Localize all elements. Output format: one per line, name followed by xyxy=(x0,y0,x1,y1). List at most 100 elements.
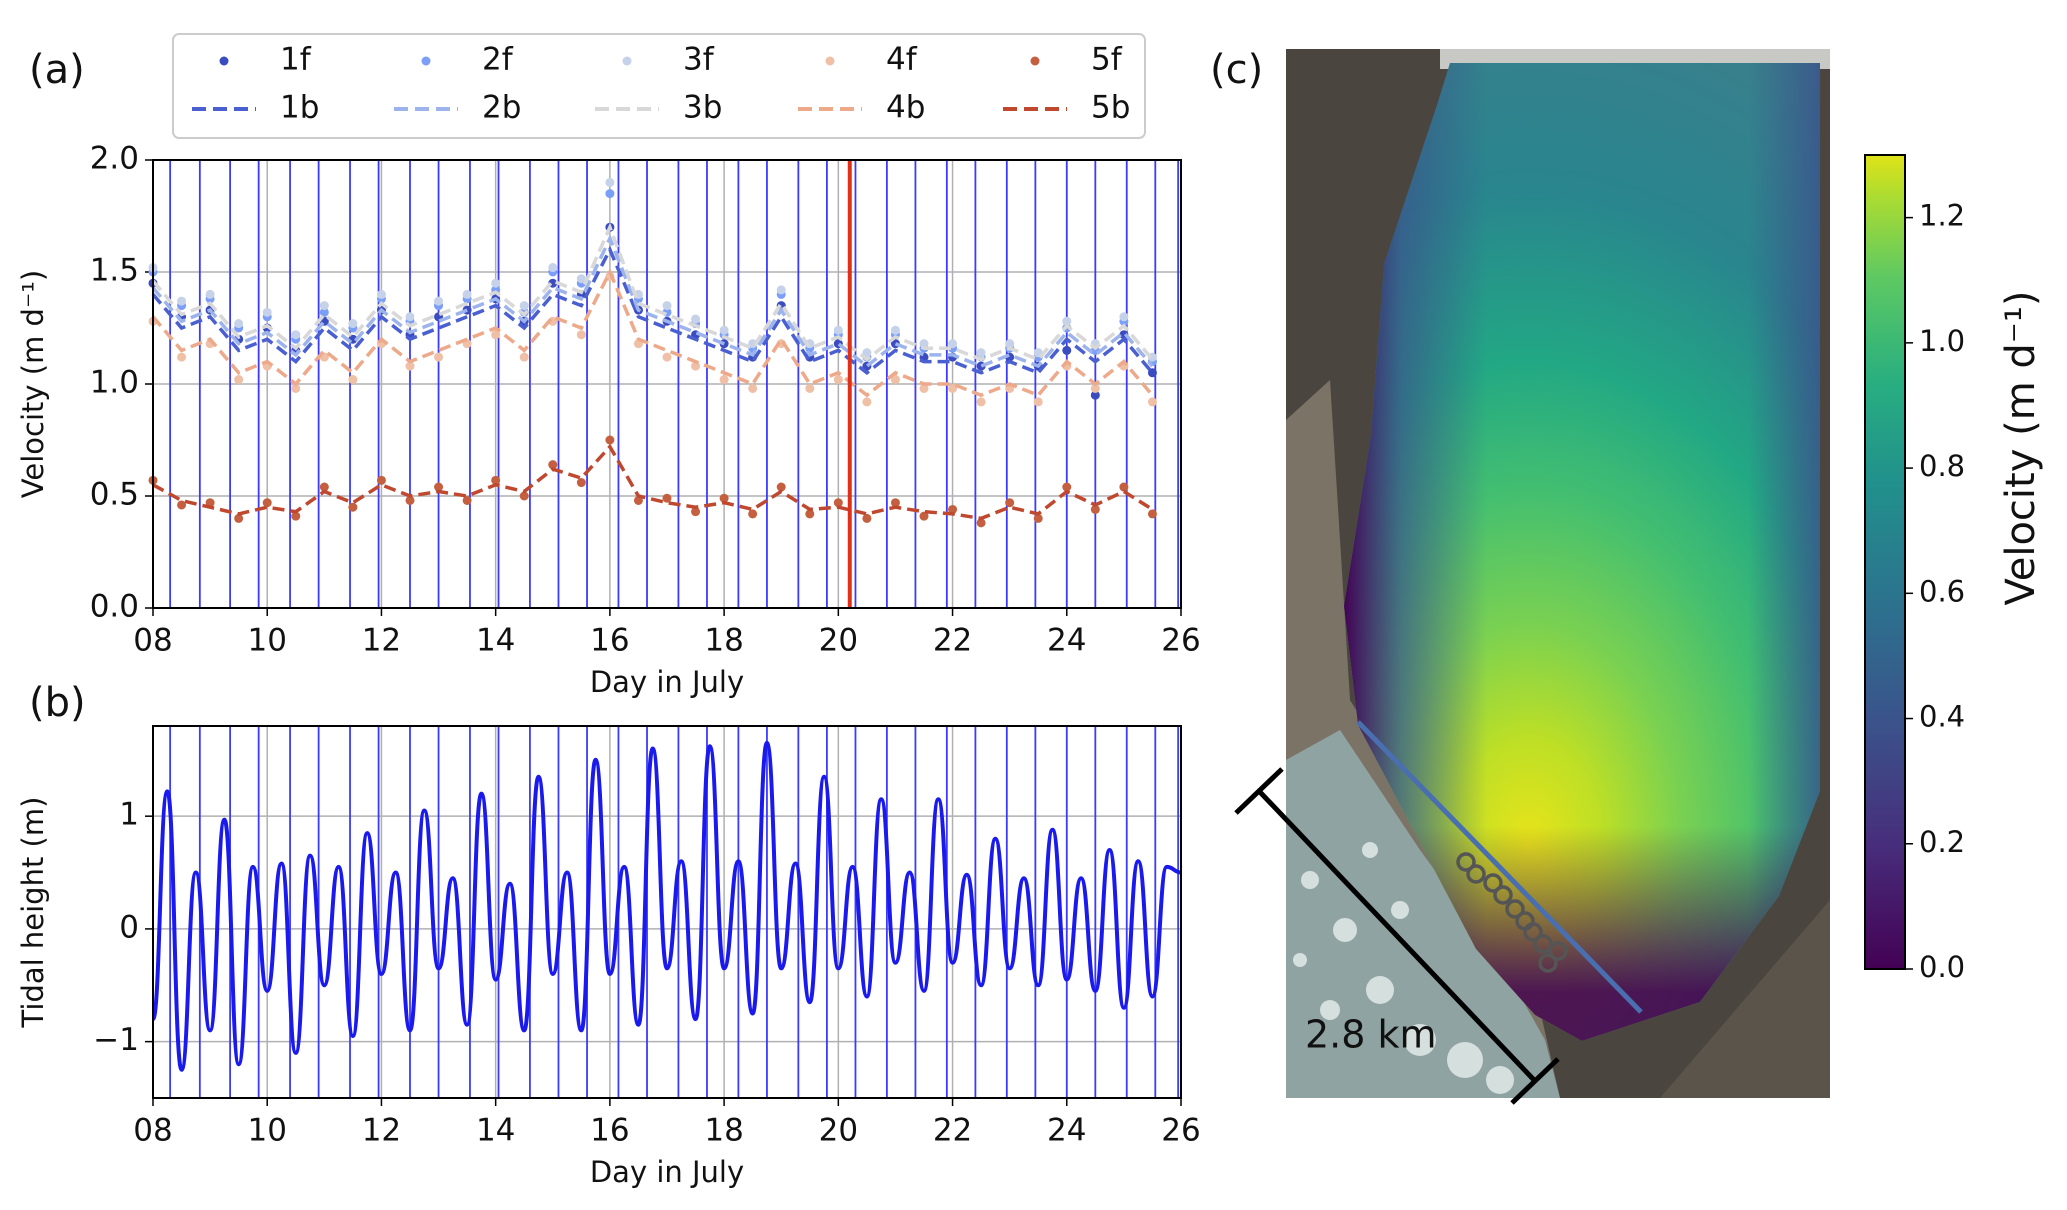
data-point xyxy=(919,511,929,521)
data-point xyxy=(319,482,329,492)
colorbar-tick-label: 1.2 xyxy=(1919,199,1965,233)
data-point xyxy=(862,513,872,523)
data-point xyxy=(234,375,244,385)
legend-label: 5b xyxy=(1091,90,1130,126)
data-point xyxy=(1062,316,1072,326)
ice-floes xyxy=(1293,842,1514,1094)
y-tick-label: 0.0 xyxy=(90,589,139,625)
data-point xyxy=(691,314,701,324)
colorbar-tick-label: 0.2 xyxy=(1919,825,1965,859)
x-tick-label: 14 xyxy=(476,623,515,659)
x-tick-label: 22 xyxy=(933,1113,972,1149)
tide-line xyxy=(151,740,1182,1072)
data-point xyxy=(319,301,329,311)
x-tick-label: 24 xyxy=(1047,1113,1086,1149)
velocity-front xyxy=(1344,63,1820,1041)
data-point xyxy=(519,352,529,362)
colorbar-tick-label: 1.0 xyxy=(1919,324,1965,358)
series-line xyxy=(151,222,1154,362)
data-point xyxy=(948,339,958,349)
y-axis-label: Tidal height (m) xyxy=(16,797,50,1029)
data-point xyxy=(948,504,958,514)
data-point xyxy=(376,289,386,299)
data-point xyxy=(519,491,529,501)
station-markers xyxy=(1456,852,1568,973)
x-tick-label: 10 xyxy=(247,1113,286,1149)
x-tick-label: 18 xyxy=(704,623,743,659)
axes-frame xyxy=(152,159,1182,609)
data-point xyxy=(605,189,615,199)
data-point xyxy=(1005,339,1015,349)
legend-marker xyxy=(622,56,632,66)
data-point xyxy=(976,348,986,358)
data-point xyxy=(491,475,501,485)
fjord-ice xyxy=(1286,730,1560,1098)
legend-marker xyxy=(825,56,835,66)
data-point xyxy=(691,507,701,517)
data-point xyxy=(1090,390,1100,400)
legend-label: 2f xyxy=(482,42,514,78)
legend-marker xyxy=(1030,56,1040,66)
series-line xyxy=(151,234,1154,369)
data-point xyxy=(662,352,672,362)
data-point xyxy=(1147,368,1157,378)
data-point xyxy=(862,397,872,407)
x-tick-label: 14 xyxy=(476,1113,515,1149)
x-tick-label: 20 xyxy=(819,623,858,659)
data-point xyxy=(291,511,301,521)
x-tick-label: 26 xyxy=(1161,623,1200,659)
y-tick-label: 1.0 xyxy=(90,365,139,401)
data-point xyxy=(291,330,301,340)
panel-label: (b) xyxy=(29,680,86,726)
data-point xyxy=(833,498,843,508)
data-point xyxy=(262,498,272,508)
data-point xyxy=(405,312,415,322)
x-axis-label: Day in July xyxy=(590,665,744,699)
colorbar-tick-label: 0.0 xyxy=(1919,950,1965,984)
legend-label: 2b xyxy=(482,90,521,126)
data-point xyxy=(1033,513,1043,523)
scale-label: 2.8 km xyxy=(1305,1013,1437,1057)
plot-area xyxy=(153,726,1181,1098)
data-point xyxy=(462,289,472,299)
data-point xyxy=(576,330,586,340)
profile-line xyxy=(1356,720,1643,1014)
data-point xyxy=(919,383,929,393)
data-point xyxy=(1033,397,1043,407)
y-tick-label: −1 xyxy=(93,1022,139,1058)
panel-label: (c) xyxy=(1210,47,1263,93)
data-point xyxy=(776,482,786,492)
x-tick-label: 20 xyxy=(819,1113,858,1149)
data-point xyxy=(548,460,558,470)
data-point xyxy=(434,296,444,306)
data-point xyxy=(348,375,358,385)
data-point xyxy=(662,493,672,503)
legend-label: 3f xyxy=(683,42,715,78)
data-point xyxy=(491,278,501,288)
data-point xyxy=(376,475,386,485)
data-point xyxy=(519,301,529,311)
data-point xyxy=(1062,482,1072,492)
x-tick-label: 12 xyxy=(362,1113,401,1149)
data-point xyxy=(805,383,815,393)
x-tick-label: 18 xyxy=(704,1113,743,1149)
data-point xyxy=(576,478,586,488)
data-point xyxy=(1147,397,1157,407)
data-point xyxy=(348,502,358,512)
data-point xyxy=(177,500,187,510)
y-tick-label: 1.5 xyxy=(90,253,139,289)
data-point xyxy=(576,274,586,284)
data-point xyxy=(177,352,187,362)
series-line xyxy=(152,443,1154,521)
colorbar-tick-label: 0.6 xyxy=(1919,574,1965,608)
legend-label: 4b xyxy=(886,90,925,126)
x-tick-label: 10 xyxy=(247,623,286,659)
data-point xyxy=(890,325,900,335)
data-point xyxy=(491,330,501,340)
terrain-right xyxy=(1660,900,1830,1098)
data-point xyxy=(605,435,615,445)
data-point xyxy=(1090,383,1100,393)
x-tick-label: 16 xyxy=(590,1113,629,1149)
data-point xyxy=(234,319,244,329)
